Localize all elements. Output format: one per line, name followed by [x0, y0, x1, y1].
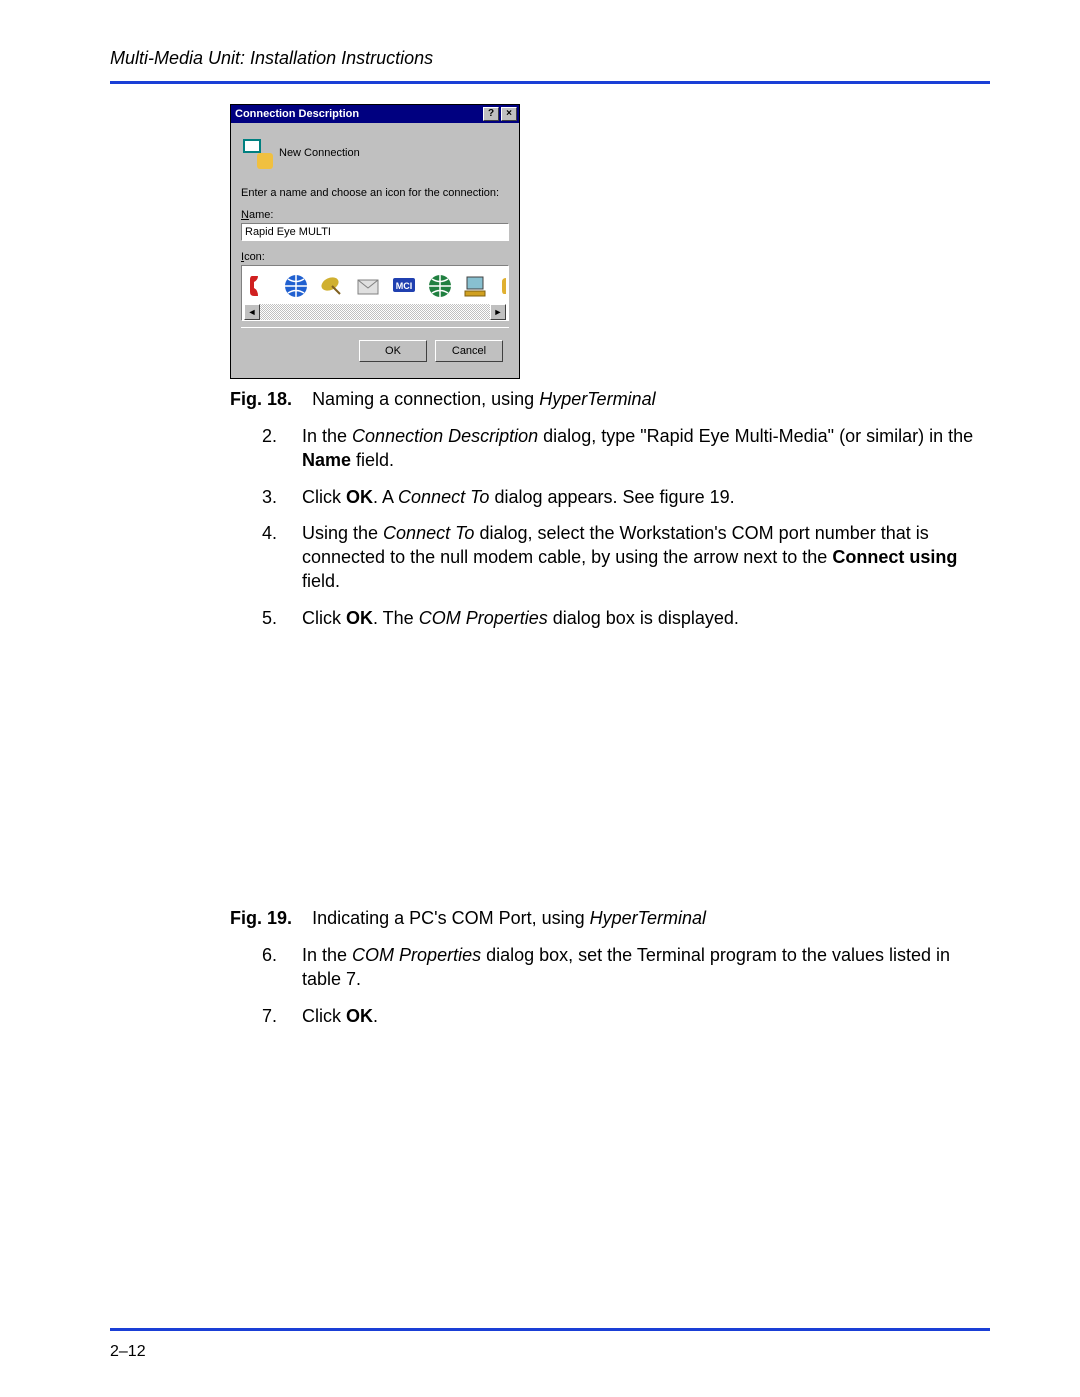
mci-blue-icon[interactable]: MCI	[388, 270, 420, 302]
scroll-track[interactable]	[260, 304, 490, 320]
step-number: 6.	[262, 943, 302, 992]
globe-blue-icon[interactable]	[280, 270, 312, 302]
step-text: Using the Connect To dialog, select the …	[302, 521, 990, 594]
name-input[interactable]	[241, 223, 509, 241]
figure-18-image: Connection Description ? × New Connectio…	[230, 104, 990, 379]
scroll-right-button[interactable]: ►	[490, 304, 506, 320]
icon-scrollbar[interactable]: ◄ ►	[244, 304, 506, 320]
step-item: 5.Click OK. The COM Properties dialog bo…	[262, 606, 990, 630]
globe-green-icon[interactable]	[424, 270, 456, 302]
icon-picker[interactable]: MCI ◄ ►	[241, 265, 509, 321]
step-text: Click OK. The COM Properties dialog box …	[302, 606, 990, 630]
phone-yellow-icon[interactable]	[496, 270, 506, 302]
step-item: 3.Click OK. A Connect To dialog appears.…	[262, 485, 990, 509]
help-button[interactable]: ?	[483, 107, 499, 121]
step-item: 2.In the Connection Description dialog, …	[262, 424, 990, 473]
page-header: Multi-Media Unit: Installation Instructi…	[110, 48, 990, 69]
page-number: 2–12	[110, 1343, 146, 1361]
computer-yellow-icon[interactable]	[460, 270, 492, 302]
new-connection-icon	[241, 137, 273, 169]
figure-19-image-placeholder	[110, 642, 990, 898]
dialog-prompt: Enter a name and choose an icon for the …	[241, 187, 509, 199]
icon-label: Icon:	[241, 251, 509, 263]
step-item: 7.Click OK.	[262, 1004, 990, 1028]
step-item: 6.In the COM Properties dialog box, set …	[262, 943, 990, 992]
close-button[interactable]: ×	[501, 107, 517, 121]
footer-rule	[110, 1328, 990, 1331]
dialog-titlebar: Connection Description ? ×	[231, 105, 519, 123]
pc-satellite-icon[interactable]	[316, 270, 348, 302]
name-label: Name:	[241, 209, 509, 221]
cancel-button[interactable]: Cancel	[435, 340, 503, 362]
step-number: 2.	[262, 424, 302, 473]
step-number: 7.	[262, 1004, 302, 1028]
step-number: 3.	[262, 485, 302, 509]
step-item: 4.Using the Connect To dialog, select th…	[262, 521, 990, 594]
mail-envelope-icon[interactable]	[352, 270, 384, 302]
step-number: 4.	[262, 521, 302, 594]
new-connection-label: New Connection	[279, 147, 360, 159]
step-text: Click OK. A Connect To dialog appears. S…	[302, 485, 990, 509]
phone-red-icon[interactable]	[244, 270, 276, 302]
step-text: Click OK.	[302, 1004, 990, 1028]
step-text: In the COM Properties dialog box, set th…	[302, 943, 990, 992]
steps-block-1: 2.In the Connection Description dialog, …	[262, 424, 990, 630]
figure-19-caption: Fig. 19. Indicating a PC's COM Port, usi…	[230, 908, 990, 929]
figure-18-caption: Fig. 18. Naming a connection, using Hype…	[230, 389, 990, 410]
connection-description-dialog: Connection Description ? × New Connectio…	[230, 104, 520, 379]
step-number: 5.	[262, 606, 302, 630]
header-rule	[110, 81, 990, 84]
ok-button[interactable]: OK	[359, 340, 427, 362]
dialog-title: Connection Description	[235, 108, 481, 120]
svg-text:MCI: MCI	[396, 281, 413, 291]
steps-block-2: 6.In the COM Properties dialog box, set …	[262, 943, 990, 1028]
scroll-left-button[interactable]: ◄	[244, 304, 260, 320]
step-text: In the Connection Description dialog, ty…	[302, 424, 990, 473]
